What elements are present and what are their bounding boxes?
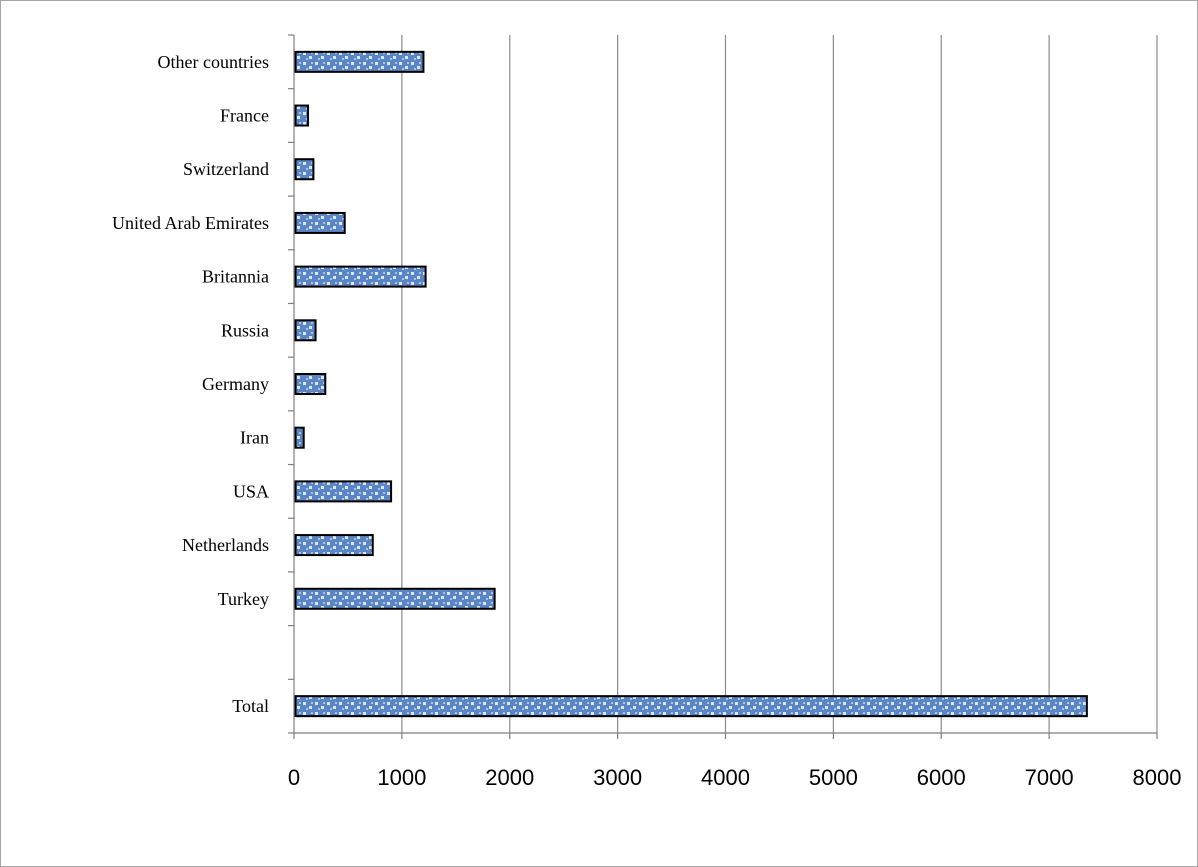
x-tick-label-2000: 2000: [485, 765, 534, 790]
y-category-label-france: France: [220, 106, 269, 126]
y-category-label-turkey: Turkey: [218, 589, 269, 609]
x-tick-label-7000: 7000: [1025, 765, 1074, 790]
y-category-label-usa: USA: [233, 481, 269, 501]
bar-germany: [294, 373, 327, 395]
bar-united-arab-emirates: [294, 211, 346, 234]
y-category-label-germany: Germany: [202, 374, 269, 394]
y-category-label-netherlands: Netherlands: [182, 535, 269, 555]
x-tick-label-3000: 3000: [593, 765, 642, 790]
labels: 0 1000 2000 3000 4000 5000 6000 7000 8000 Other c…: [112, 52, 1181, 790]
y-category-label-switzerland: Switzerland: [183, 159, 269, 179]
y-category-label-united-arab-emirates: United Arab Emirates: [112, 213, 269, 233]
bars: [294, 50, 1088, 718]
bar-france: [294, 104, 310, 127]
bar-total: [294, 695, 1088, 718]
bar-usa: [294, 480, 393, 503]
y-category-label-other-countries: Other countries: [158, 52, 269, 72]
y-category-label-total: Total: [232, 696, 269, 716]
x-tick-label-6000: 6000: [917, 765, 966, 790]
bar-switzerland: [294, 158, 315, 181]
x-tick-label-1000: 1000: [377, 765, 426, 790]
bar-netherlands: [294, 534, 374, 557]
y-category-label-britannia: Britannia: [202, 267, 269, 287]
bar-turkey: [294, 587, 496, 610]
x-tick-label-8000: 8000: [1133, 765, 1182, 790]
bar-russia: [294, 319, 317, 342]
x-tick-label-5000: 5000: [809, 765, 858, 790]
y-category-label-iran: Iran: [240, 428, 269, 448]
bar-other-countries: [294, 50, 425, 73]
bar-iran: [294, 426, 305, 449]
gridlines: [401, 35, 1158, 733]
axes: [288, 34, 1158, 739]
bar-britannia: [294, 265, 427, 288]
y-category-label-russia: Russia: [221, 320, 269, 340]
x-tick-label-0: 0: [288, 765, 300, 790]
x-tick-label-4000: 4000: [701, 765, 750, 790]
